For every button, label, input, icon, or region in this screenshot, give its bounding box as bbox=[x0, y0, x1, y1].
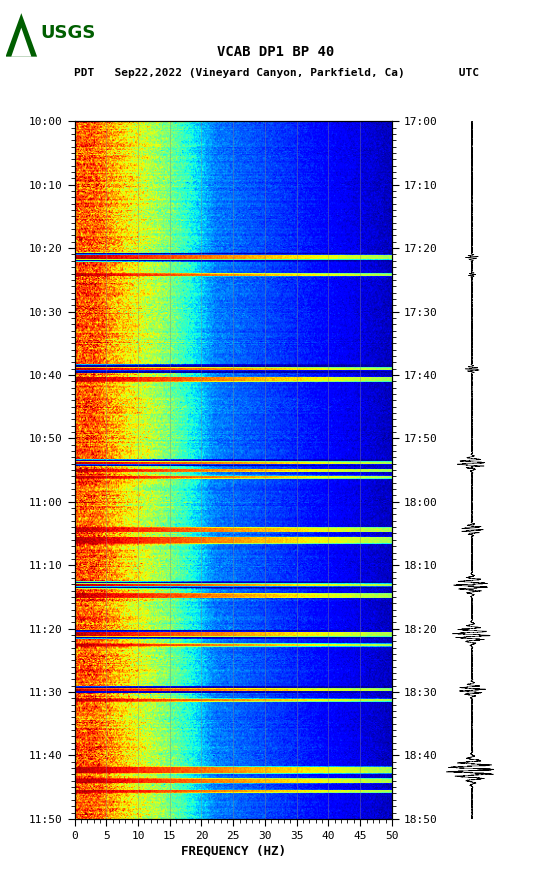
Polygon shape bbox=[6, 13, 37, 57]
Text: PDT   Sep22,2022 (Vineyard Canyon, Parkfield, Ca)        UTC: PDT Sep22,2022 (Vineyard Canyon, Parkfie… bbox=[73, 68, 479, 78]
Polygon shape bbox=[11, 28, 31, 57]
Text: VCAB DP1 BP 40: VCAB DP1 BP 40 bbox=[217, 45, 335, 59]
Text: USGS: USGS bbox=[40, 24, 95, 43]
X-axis label: FREQUENCY (HZ): FREQUENCY (HZ) bbox=[181, 845, 286, 858]
